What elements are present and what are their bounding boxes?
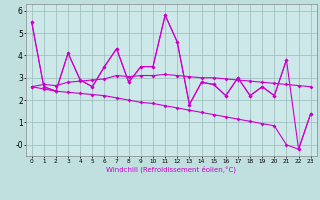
X-axis label: Windchill (Refroidissement éolien,°C): Windchill (Refroidissement éolien,°C): [106, 165, 236, 173]
